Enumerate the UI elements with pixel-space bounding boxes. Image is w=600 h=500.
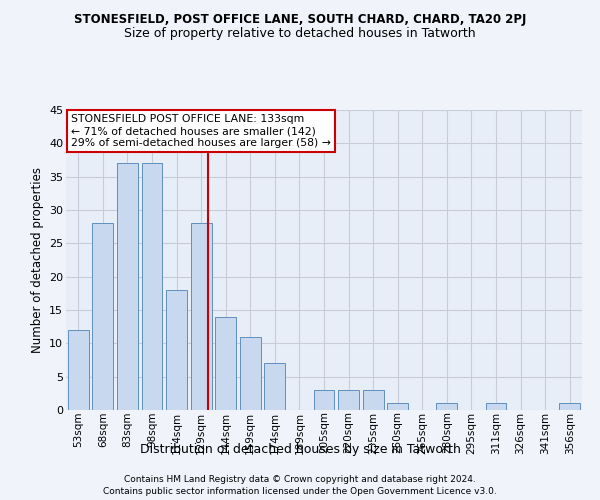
Bar	[559, 404, 580, 410]
Text: Size of property relative to detached houses in Tatworth: Size of property relative to detached ho…	[124, 28, 476, 40]
Text: STONESFIELD, POST OFFICE LANE, SOUTH CHARD, CHARD, TA20 2PJ: STONESFIELD, POST OFFICE LANE, SOUTH CHA…	[74, 12, 526, 26]
Text: Contains public sector information licensed under the Open Government Licence v3: Contains public sector information licen…	[103, 486, 497, 496]
Bar	[314, 390, 334, 410]
Bar	[240, 336, 261, 410]
Bar	[387, 404, 408, 410]
Y-axis label: Number of detached properties: Number of detached properties	[31, 167, 44, 353]
Text: STONESFIELD POST OFFICE LANE: 133sqm
← 71% of detached houses are smaller (142)
: STONESFIELD POST OFFICE LANE: 133sqm ← 7…	[71, 114, 331, 148]
Bar	[68, 330, 89, 410]
Bar	[215, 316, 236, 410]
Bar	[362, 390, 383, 410]
Bar	[142, 164, 163, 410]
Bar	[166, 290, 187, 410]
Bar	[92, 224, 113, 410]
Bar	[338, 390, 359, 410]
Bar	[436, 404, 457, 410]
Text: Contains HM Land Registry data © Crown copyright and database right 2024.: Contains HM Land Registry data © Crown c…	[124, 474, 476, 484]
Bar	[265, 364, 286, 410]
Bar	[485, 404, 506, 410]
Bar	[117, 164, 138, 410]
Bar	[191, 224, 212, 410]
Text: Distribution of detached houses by size in Tatworth: Distribution of detached houses by size …	[140, 444, 460, 456]
